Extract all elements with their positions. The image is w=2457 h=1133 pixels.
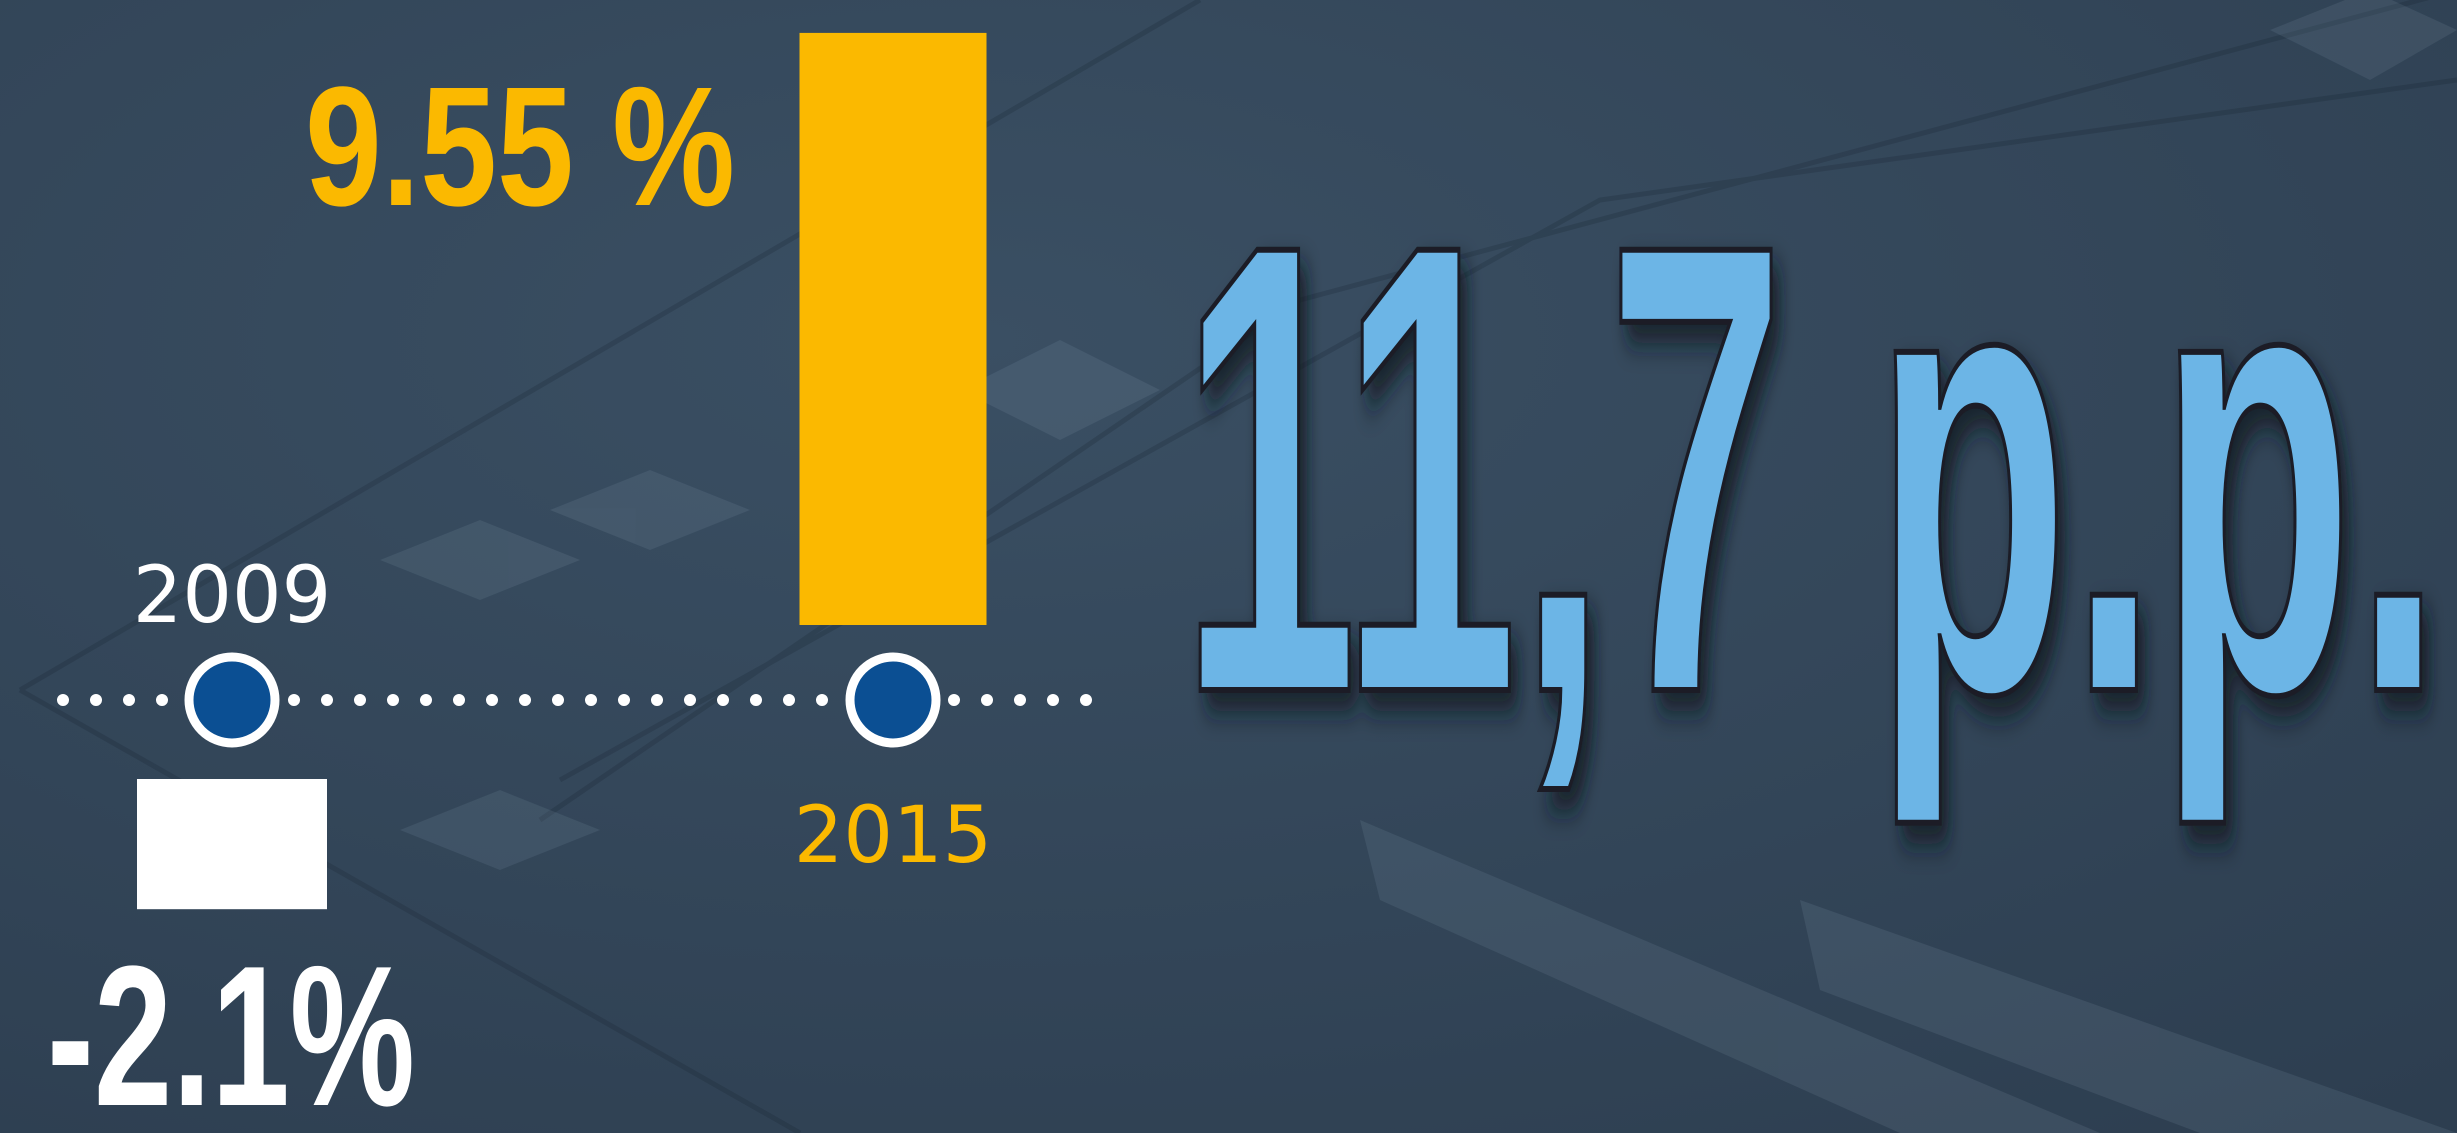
year-dot [189,657,275,743]
bar [800,33,987,625]
page: 11,7 p.p. -2.1%20099.55 %2015 (() => { c… [0,0,2457,1133]
infographic: 11,7 p.p. -2.1% 2009 9.55 % 2015 [0,0,2457,1133]
bar [137,779,327,909]
value-label: 9.55 % [305,52,735,242]
annotation: 11,7 p.p. [1180,112,2443,830]
category-label: 2015 [794,791,993,881]
year-dot [850,657,936,743]
category-label: 2009 [133,551,332,641]
value-label: -2.1% [47,925,415,1133]
